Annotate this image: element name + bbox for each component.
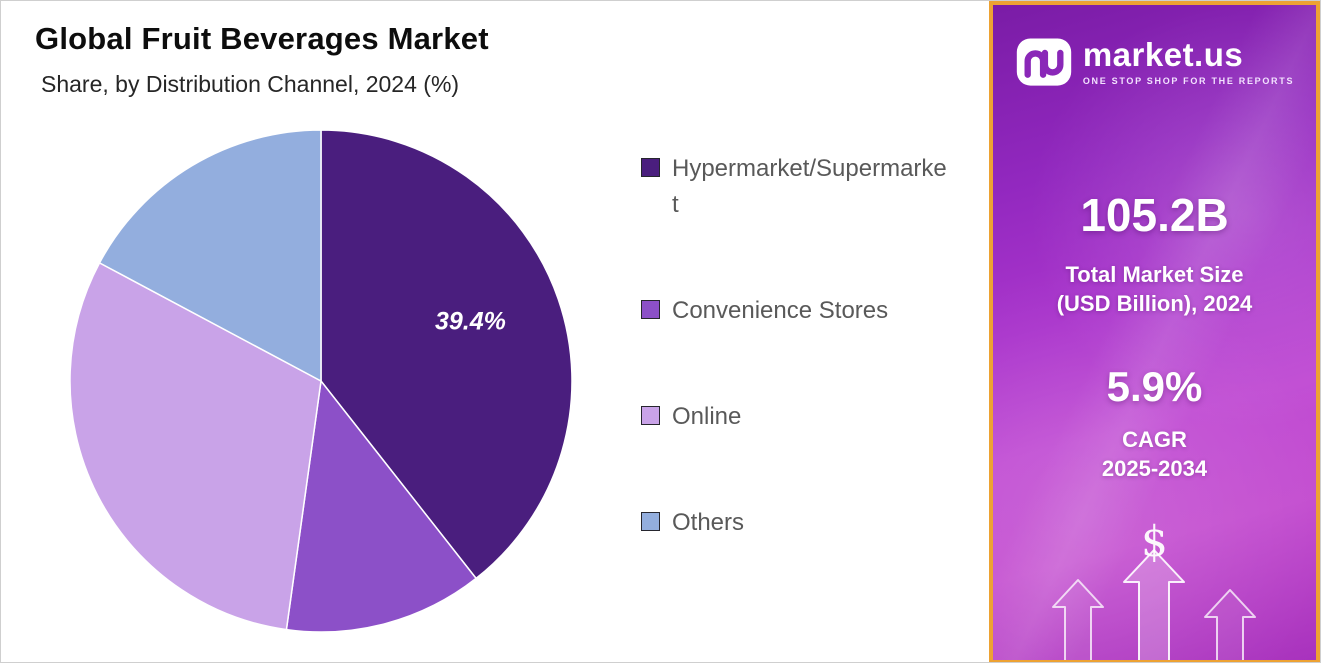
pie-data-label: 39.4%	[435, 307, 506, 335]
pie-slice-online	[69, 261, 322, 631]
pie-slice-hypermarket-supermarket	[320, 129, 573, 580]
legend-swatch	[641, 512, 660, 531]
legend-swatch	[641, 406, 660, 425]
cagr-period: 2025-2034	[1101, 456, 1208, 482]
legend-item-convenience-stores: Convenience Stores	[641, 293, 950, 329]
chart-subtitle: Share, by Distribution Channel, 2024 (%)	[41, 71, 460, 97]
legend-item-online: Online	[641, 399, 950, 435]
market-size-stat: 105.2B Total Market Size (USD Billion), …	[993, 188, 1316, 318]
pie-chart: 39.4%	[69, 129, 573, 633]
brand-tagline: ONE STOP SHOP FOR THE REPORTS	[1082, 76, 1295, 86]
pie-slice-convenience-stores	[285, 379, 478, 633]
growth-arrows-icon	[1052, 549, 1256, 660]
market-size-value: 105.2B	[1080, 189, 1229, 241]
chart-title: Global Fruit Beverages Market	[35, 21, 489, 56]
market-size-label-2: (USD Billion), 2024	[1056, 291, 1253, 317]
legend-label: Others	[672, 509, 745, 536]
brand-name: market.us	[1082, 36, 1244, 73]
market-us-logo-icon	[1016, 38, 1072, 86]
legend-item-others: Others	[641, 505, 950, 541]
market-size-label-1: Total Market Size	[1065, 262, 1244, 287]
legend-label: Convenience Stores	[672, 297, 889, 324]
cagr-stat: 5.9% CAGR 2025-2034	[993, 363, 1316, 483]
legend-item-hypermarket-supermarket: Hypermarket/Supermarket	[641, 151, 950, 223]
right-panel: market.us ONE STOP SHOP FOR THE REPORTS …	[989, 1, 1320, 662]
legend-swatch	[641, 158, 660, 177]
legend-label: Online	[672, 403, 742, 430]
cagr-value: 5.9%	[1106, 363, 1203, 410]
brand-logo: market.us ONE STOP SHOP FOR THE REPORTS	[993, 33, 1316, 91]
cagr-label: CAGR	[1122, 427, 1187, 452]
pie-slice-others	[98, 129, 322, 383]
chart-legend: Hypermarket/Supermarket Convenience Store…	[641, 151, 950, 541]
legend-label: Hypermarket/Supermarket	[672, 155, 947, 218]
legend-swatch	[641, 300, 660, 319]
